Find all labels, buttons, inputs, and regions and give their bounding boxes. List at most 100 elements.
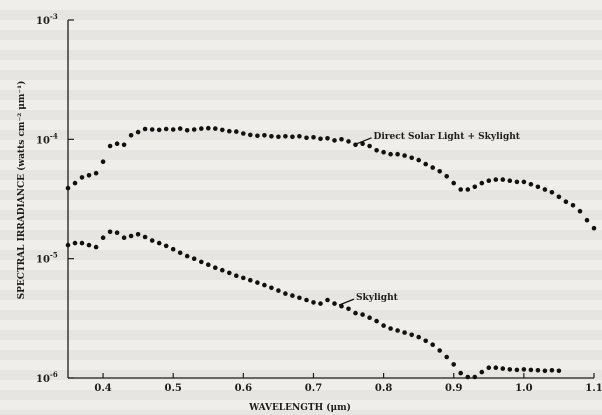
data-point <box>65 242 71 248</box>
x-tick-label: 1.1 <box>585 383 602 394</box>
data-point <box>128 133 134 138</box>
data-point <box>500 177 506 182</box>
data-point <box>437 169 443 174</box>
y-tick-label: 10-4 <box>36 131 58 146</box>
data-point <box>86 173 92 178</box>
data-point <box>353 310 358 316</box>
annotations: Direct Solar Light + Skylight Skylight <box>338 132 521 306</box>
data-point <box>367 315 372 321</box>
data-point <box>332 301 337 306</box>
data-point <box>521 367 527 372</box>
data-point <box>93 170 99 176</box>
data-point <box>241 275 246 281</box>
data-point <box>360 312 365 317</box>
data-point <box>269 285 274 291</box>
annotation-pointer <box>356 137 372 145</box>
data-point <box>142 126 148 132</box>
x-tick-label: 0.6 <box>235 383 252 394</box>
data-point <box>199 126 204 131</box>
data-point <box>332 138 337 143</box>
x-axis-label: WAVELENGTH (μm) <box>248 402 351 413</box>
data-point <box>535 368 541 373</box>
data-point <box>311 135 316 140</box>
data-point <box>163 243 169 249</box>
data-point <box>374 318 379 324</box>
data-point <box>395 151 400 157</box>
data-point <box>276 134 281 140</box>
data-point <box>381 149 386 155</box>
data-point <box>297 134 302 139</box>
data-point <box>220 267 225 273</box>
data-point <box>374 148 379 153</box>
data-point <box>346 139 351 144</box>
data-point <box>100 235 106 240</box>
data-point <box>156 127 162 133</box>
data-point <box>514 179 520 185</box>
data-point <box>213 265 218 271</box>
data-point <box>163 126 169 132</box>
data-point <box>444 354 450 360</box>
data-point <box>423 338 429 344</box>
data-point <box>234 129 239 134</box>
data-point <box>213 126 218 131</box>
data-point <box>206 125 211 131</box>
data-point <box>479 180 485 186</box>
data-point <box>451 362 457 367</box>
y-axis-ticks: 10-3 10-4 10-5 10-6 <box>36 12 74 385</box>
y-tick-label: 10-3 <box>36 12 58 27</box>
data-point <box>114 141 120 146</box>
data-point <box>472 374 478 380</box>
annotation-skylight-label: Skylight <box>356 293 399 303</box>
data-point <box>388 151 393 157</box>
data-point <box>93 244 99 250</box>
data-point <box>465 374 471 380</box>
data-point <box>135 232 141 237</box>
data-point <box>465 187 471 192</box>
data-point <box>444 174 450 179</box>
data-point <box>79 240 85 246</box>
data-point <box>528 367 534 373</box>
data-point <box>206 262 211 268</box>
series-direct-solar-plus-skylight <box>65 125 597 231</box>
data-point <box>304 297 309 303</box>
data-point <box>416 157 422 163</box>
data-point <box>255 133 260 139</box>
data-point <box>191 256 197 262</box>
data-point <box>227 128 232 134</box>
data-point <box>388 326 393 331</box>
x-axis-ticks: 0.4 0.5 0.6 0.7 0.8 0.9 1.0 1.1 <box>94 373 602 394</box>
series-skylight <box>65 229 562 380</box>
data-point <box>170 246 176 252</box>
x-tick-label: 0.8 <box>375 383 392 394</box>
data-point <box>283 291 288 296</box>
data-point <box>500 366 506 371</box>
data-point <box>248 132 253 138</box>
data-point <box>549 190 555 195</box>
data-point <box>367 143 372 149</box>
data-point <box>255 280 260 285</box>
y-axis-label: SPECTRAL IRRADIANCE (watts cm⁻² μm⁻¹) <box>16 81 27 300</box>
x-tick-label: 0.7 <box>305 383 322 394</box>
data-point <box>290 293 295 298</box>
data-point <box>360 141 365 146</box>
data-point <box>521 179 527 185</box>
data-point <box>346 306 351 312</box>
data-point <box>479 369 485 375</box>
data-point <box>248 277 253 283</box>
data-point <box>402 330 407 335</box>
data-point <box>114 230 120 235</box>
data-point <box>493 365 499 371</box>
data-point <box>318 301 323 306</box>
data-point <box>199 259 204 265</box>
data-point <box>121 142 127 148</box>
data-point <box>416 334 422 340</box>
data-point <box>269 134 274 139</box>
data-point <box>325 297 330 303</box>
data-point <box>409 332 415 338</box>
data-point <box>220 127 225 133</box>
data-point <box>149 238 155 243</box>
data-point <box>311 300 316 305</box>
data-point <box>184 253 190 259</box>
data-point <box>535 184 541 190</box>
